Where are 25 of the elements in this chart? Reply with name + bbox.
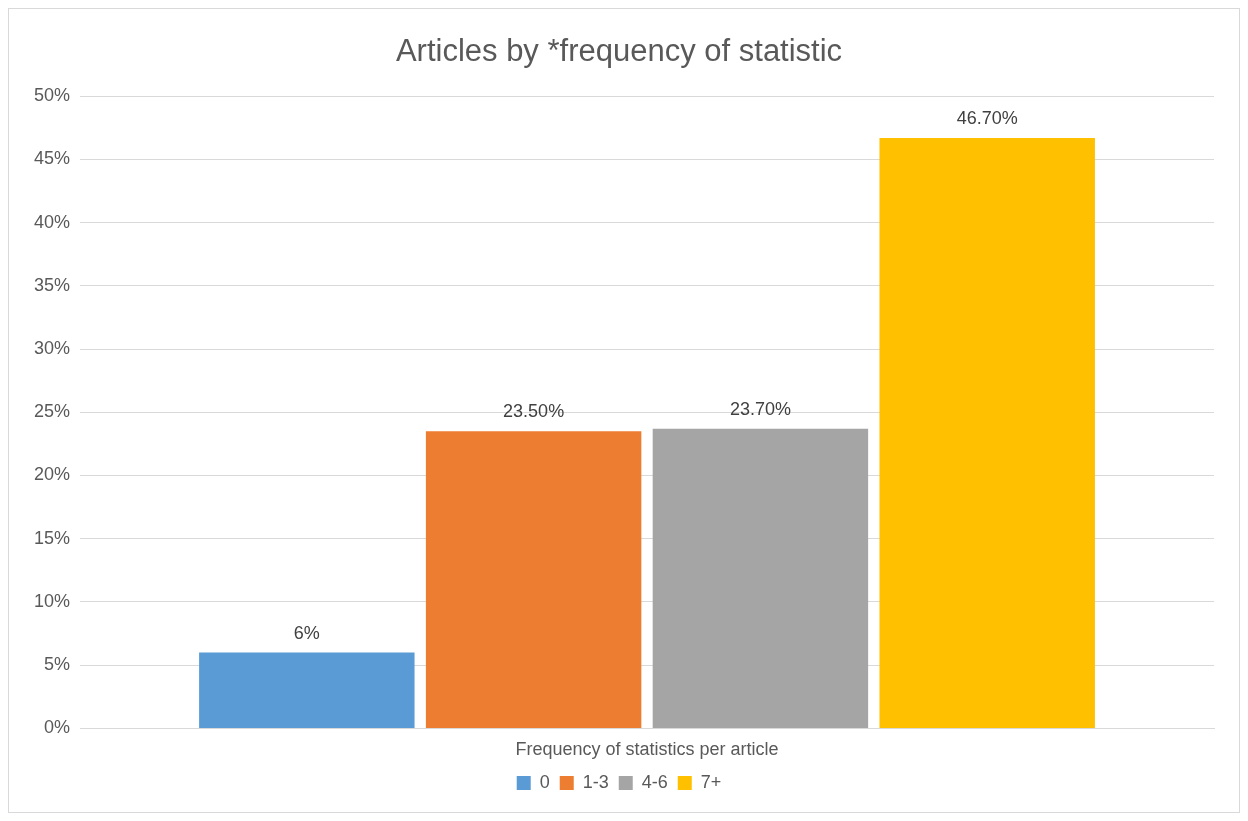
bar: [879, 137, 1095, 728]
y-tick-label: 0%: [44, 717, 71, 738]
data-label: 23.50%: [503, 401, 565, 422]
y-tick-label: 25%: [34, 401, 71, 422]
data-label: 23.70%: [729, 398, 791, 419]
y-tick-label: 10%: [34, 590, 71, 611]
legend-label: 7+: [700, 771, 722, 792]
x-tick-label: Frequency of statistics per article: [515, 739, 779, 760]
legend-label: 0: [539, 771, 550, 792]
y-tick-label: 35%: [34, 274, 71, 295]
y-tick-label: 40%: [34, 211, 71, 232]
y-tick-label: 50%: [34, 85, 71, 106]
data-label: 6%: [293, 622, 320, 643]
bar: [199, 652, 415, 728]
y-tick-label: 20%: [34, 464, 71, 485]
legend-label: 4-6: [641, 771, 668, 792]
y-tick-label: 5%: [44, 654, 71, 675]
y-tick-label: 15%: [34, 527, 71, 548]
chart-title: Articles by *frequency of statistic: [395, 33, 843, 69]
y-tick-label: 30%: [34, 338, 71, 359]
data-label: 46.70%: [956, 107, 1018, 128]
bar: [425, 431, 642, 728]
y-tick-label: 45%: [34, 148, 71, 169]
bar: [652, 428, 869, 728]
legend-label: 1-3: [582, 771, 609, 792]
